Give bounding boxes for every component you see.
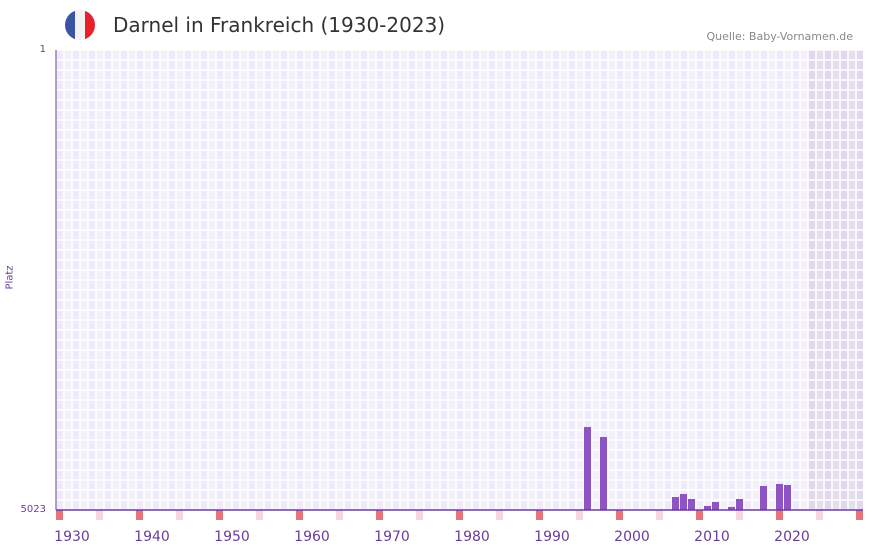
year-marker xyxy=(536,510,543,520)
x-tick-2020: 2020 xyxy=(774,529,810,545)
x-tick-2000: 2000 xyxy=(614,529,650,545)
source-link[interactable]: Quelle: Baby-Vornamen.de xyxy=(706,30,853,43)
year-marker xyxy=(736,510,743,520)
year-marker xyxy=(256,510,263,520)
year-marker xyxy=(176,510,183,520)
bar-2009 xyxy=(688,499,695,510)
france-flag-icon xyxy=(65,10,95,40)
bar-1996 xyxy=(584,427,591,510)
bar-1998 xyxy=(600,436,607,510)
bar-2012 xyxy=(712,502,719,510)
year-marker xyxy=(496,510,503,520)
year-marker xyxy=(656,510,663,520)
year-marker xyxy=(416,510,423,520)
bar-2014 xyxy=(728,506,735,510)
x-tick-1930: 1930 xyxy=(54,529,90,545)
x-tick-1950: 1950 xyxy=(214,529,250,545)
x-tick-1960: 1960 xyxy=(294,529,330,545)
x-tick-2010: 2010 xyxy=(694,529,730,545)
year-marker xyxy=(96,510,103,520)
x-tick-1970: 1970 xyxy=(374,529,410,545)
bar-2015 xyxy=(736,499,743,510)
y-tick-bottom: 5023 xyxy=(20,504,46,515)
year-marker xyxy=(56,510,63,520)
year-marker xyxy=(856,510,863,520)
year-marker xyxy=(456,510,463,520)
y-tick-top: 1 xyxy=(39,44,46,55)
year-marker xyxy=(296,510,303,520)
bar-2021 xyxy=(784,484,791,510)
bar-2018 xyxy=(760,486,767,510)
year-marker xyxy=(336,510,343,520)
bar-2020 xyxy=(776,483,783,510)
year-marker xyxy=(216,510,223,520)
year-marker xyxy=(616,510,623,520)
bar-2011 xyxy=(704,505,711,510)
x-tick-1980: 1980 xyxy=(454,529,490,545)
year-marker xyxy=(816,510,823,520)
bar-2007 xyxy=(672,496,679,510)
year-marker xyxy=(376,510,383,520)
x-tick-1990: 1990 xyxy=(534,529,570,545)
year-marker xyxy=(776,510,783,520)
year-marker xyxy=(136,510,143,520)
year-marker xyxy=(696,510,703,520)
year-marker xyxy=(576,510,583,520)
bar-2008 xyxy=(680,493,687,510)
chart-title: Darnel in Frankreich (1930-2023) xyxy=(113,13,446,37)
x-tick-1940: 1940 xyxy=(134,529,170,545)
